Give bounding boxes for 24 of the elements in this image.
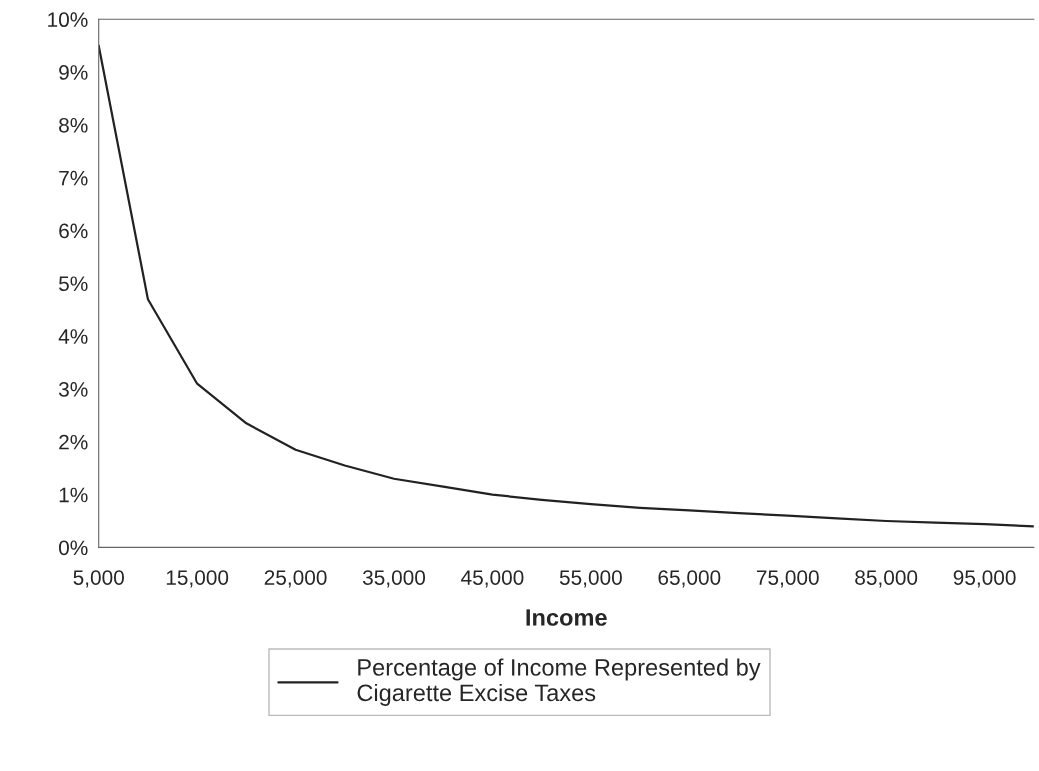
x-tick-label: 35,000 — [362, 570, 426, 588]
y-tick-label: 9% — [59, 65, 88, 80]
y-tick-label: 5% — [59, 276, 88, 292]
x-tick-label: 75,000 — [756, 570, 819, 588]
y-tick-label: 2% — [59, 434, 88, 450]
x-tick-label: 95,000 — [953, 570, 1016, 588]
x-tick-label: 55,000 — [559, 570, 622, 588]
x-tick-label: 5,000 — [73, 570, 124, 588]
y-tick-label: 3% — [58, 381, 88, 397]
x-axis-title: Income — [526, 609, 607, 626]
x-tick-label: 65,000 — [658, 570, 721, 588]
y-tick-label: 1% — [59, 487, 88, 503]
y-tick-label: 7% — [59, 170, 88, 186]
y-tick-label: 6% — [59, 223, 88, 239]
y-tick-label: 0% — [58, 540, 88, 556]
x-tick-label: 15,000 — [166, 570, 229, 588]
y-tick-label: 4% — [58, 329, 88, 344]
y-tick-label: 8% — [59, 117, 88, 133]
x-tick-label: 85,000 — [855, 570, 918, 588]
x-tick-label: 45,000 — [461, 570, 524, 588]
x-tick-label: 25,000 — [264, 570, 327, 588]
line-series — [98, 44, 1034, 528]
legend-label: Percentage of Income Represented by Cigarette Excise Taxes — [357, 658, 761, 706]
y-tick-label: 10% — [48, 12, 88, 28]
